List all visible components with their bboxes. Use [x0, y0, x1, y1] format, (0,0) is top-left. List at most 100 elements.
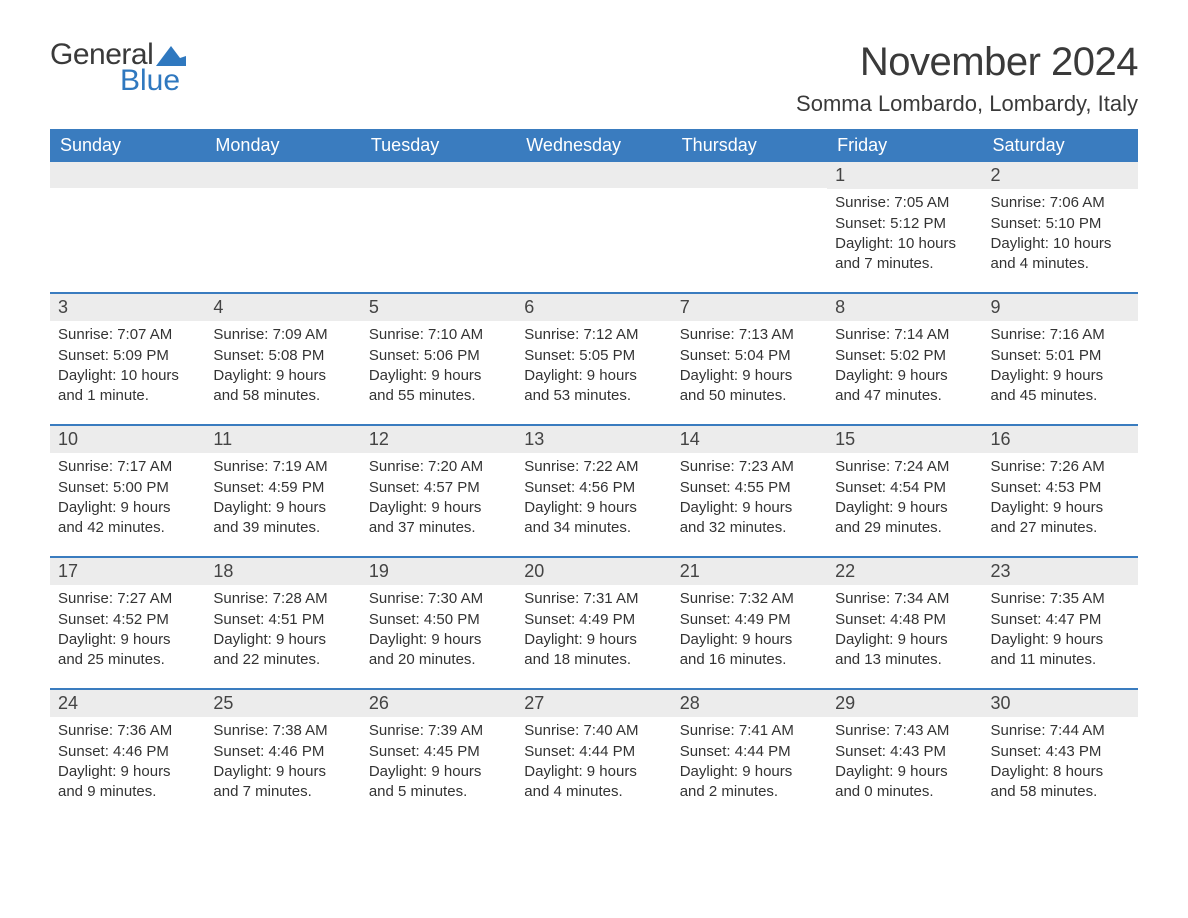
sunset-text: Sunset: 4:43 PM — [835, 742, 974, 762]
day-cell: 19Sunrise: 7:30 AMSunset: 4:50 PMDayligh… — [361, 558, 516, 678]
sunrise-text: Sunrise: 7:40 AM — [524, 721, 663, 741]
daylight-text-line2: and 27 minutes. — [991, 518, 1130, 538]
sunset-text: Sunset: 4:56 PM — [524, 478, 663, 498]
sunrise-text: Sunrise: 7:38 AM — [213, 721, 352, 741]
daylight-text-line1: Daylight: 9 hours — [58, 762, 197, 782]
logo-top-row: General — [50, 40, 186, 70]
daylight-text-line1: Daylight: 9 hours — [369, 762, 508, 782]
daylight-text-line1: Daylight: 9 hours — [524, 498, 663, 518]
daylight-text-line1: Daylight: 9 hours — [835, 366, 974, 386]
sunrise-text: Sunrise: 7:22 AM — [524, 457, 663, 477]
daylight-text-line1: Daylight: 9 hours — [991, 366, 1130, 386]
week-row: 10Sunrise: 7:17 AMSunset: 5:00 PMDayligh… — [50, 424, 1138, 546]
daylight-text-line2: and 1 minute. — [58, 386, 197, 406]
sunset-text: Sunset: 5:00 PM — [58, 478, 197, 498]
day-number: 7 — [672, 294, 827, 321]
day-number: 10 — [50, 426, 205, 453]
sunset-text: Sunset: 5:10 PM — [991, 214, 1130, 234]
day-number: 22 — [827, 558, 982, 585]
day-number: 18 — [205, 558, 360, 585]
daylight-text-line1: Daylight: 9 hours — [991, 498, 1130, 518]
day-details: Sunrise: 7:41 AMSunset: 4:44 PMDaylight:… — [672, 717, 827, 808]
day-cell: 22Sunrise: 7:34 AMSunset: 4:48 PMDayligh… — [827, 558, 982, 678]
sunrise-text: Sunrise: 7:32 AM — [680, 589, 819, 609]
title-block: November 2024 Somma Lombardo, Lombardy, … — [796, 40, 1138, 117]
day-cell: 10Sunrise: 7:17 AMSunset: 5:00 PMDayligh… — [50, 426, 205, 546]
sunrise-text: Sunrise: 7:41 AM — [680, 721, 819, 741]
day-details: Sunrise: 7:07 AMSunset: 5:09 PMDaylight:… — [50, 321, 205, 412]
sunset-text: Sunset: 4:46 PM — [213, 742, 352, 762]
daylight-text-line2: and 47 minutes. — [835, 386, 974, 406]
daylight-text-line2: and 2 minutes. — [680, 782, 819, 802]
day-number: 16 — [983, 426, 1138, 453]
weeks-container: 1Sunrise: 7:05 AMSunset: 5:12 PMDaylight… — [50, 162, 1138, 810]
logo-triangle-icon — [156, 44, 186, 66]
day-details: Sunrise: 7:20 AMSunset: 4:57 PMDaylight:… — [361, 453, 516, 544]
daylight-text-line2: and 39 minutes. — [213, 518, 352, 538]
sunrise-text: Sunrise: 7:12 AM — [524, 325, 663, 345]
weekday-header: Tuesday — [361, 129, 516, 162]
sunset-text: Sunset: 5:09 PM — [58, 346, 197, 366]
day-details: Sunrise: 7:13 AMSunset: 5:04 PMDaylight:… — [672, 321, 827, 412]
day-details: Sunrise: 7:16 AMSunset: 5:01 PMDaylight:… — [983, 321, 1138, 412]
daylight-text-line1: Daylight: 9 hours — [213, 366, 352, 386]
sunset-text: Sunset: 4:52 PM — [58, 610, 197, 630]
day-cell: 15Sunrise: 7:24 AMSunset: 4:54 PMDayligh… — [827, 426, 982, 546]
day-cell: 8Sunrise: 7:14 AMSunset: 5:02 PMDaylight… — [827, 294, 982, 414]
day-cell: 7Sunrise: 7:13 AMSunset: 5:04 PMDaylight… — [672, 294, 827, 414]
day-cell: 5Sunrise: 7:10 AMSunset: 5:06 PMDaylight… — [361, 294, 516, 414]
day-cell — [516, 162, 671, 282]
weekday-header: Monday — [205, 129, 360, 162]
day-details: Sunrise: 7:35 AMSunset: 4:47 PMDaylight:… — [983, 585, 1138, 676]
day-details: Sunrise: 7:22 AMSunset: 4:56 PMDaylight:… — [516, 453, 671, 544]
day-details: Sunrise: 7:09 AMSunset: 5:08 PMDaylight:… — [205, 321, 360, 412]
daylight-text-line1: Daylight: 9 hours — [835, 630, 974, 650]
day-number: 30 — [983, 690, 1138, 717]
sunrise-text: Sunrise: 7:31 AM — [524, 589, 663, 609]
day-cell: 20Sunrise: 7:31 AMSunset: 4:49 PMDayligh… — [516, 558, 671, 678]
day-cell: 18Sunrise: 7:28 AMSunset: 4:51 PMDayligh… — [205, 558, 360, 678]
day-cell: 4Sunrise: 7:09 AMSunset: 5:08 PMDaylight… — [205, 294, 360, 414]
day-cell: 14Sunrise: 7:23 AMSunset: 4:55 PMDayligh… — [672, 426, 827, 546]
sunset-text: Sunset: 5:08 PM — [213, 346, 352, 366]
day-details: Sunrise: 7:12 AMSunset: 5:05 PMDaylight:… — [516, 321, 671, 412]
day-cell: 17Sunrise: 7:27 AMSunset: 4:52 PMDayligh… — [50, 558, 205, 678]
day-details: Sunrise: 7:32 AMSunset: 4:49 PMDaylight:… — [672, 585, 827, 676]
day-number: 26 — [361, 690, 516, 717]
day-number: 19 — [361, 558, 516, 585]
weekday-header: Thursday — [672, 129, 827, 162]
sunrise-text: Sunrise: 7:28 AM — [213, 589, 352, 609]
day-cell: 28Sunrise: 7:41 AMSunset: 4:44 PMDayligh… — [672, 690, 827, 810]
sunrise-text: Sunrise: 7:06 AM — [991, 193, 1130, 213]
daylight-text-line1: Daylight: 9 hours — [369, 366, 508, 386]
sunrise-text: Sunrise: 7:23 AM — [680, 457, 819, 477]
day-details: Sunrise: 7:05 AMSunset: 5:12 PMDaylight:… — [827, 189, 982, 280]
day-details: Sunrise: 7:36 AMSunset: 4:46 PMDaylight:… — [50, 717, 205, 808]
sunset-text: Sunset: 4:45 PM — [369, 742, 508, 762]
day-cell: 13Sunrise: 7:22 AMSunset: 4:56 PMDayligh… — [516, 426, 671, 546]
location-subtitle: Somma Lombardo, Lombardy, Italy — [796, 91, 1138, 117]
sunrise-text: Sunrise: 7:44 AM — [991, 721, 1130, 741]
weekday-header: Saturday — [983, 129, 1138, 162]
daylight-text-line1: Daylight: 9 hours — [369, 630, 508, 650]
day-cell: 6Sunrise: 7:12 AMSunset: 5:05 PMDaylight… — [516, 294, 671, 414]
day-number: 23 — [983, 558, 1138, 585]
day-cell — [361, 162, 516, 282]
daylight-text-line1: Daylight: 9 hours — [991, 630, 1130, 650]
day-number: 13 — [516, 426, 671, 453]
page-header: General Blue November 2024 Somma Lombard… — [50, 40, 1138, 117]
sunrise-text: Sunrise: 7:14 AM — [835, 325, 974, 345]
daylight-text-line1: Daylight: 9 hours — [524, 630, 663, 650]
daylight-text-line2: and 0 minutes. — [835, 782, 974, 802]
daylight-text-line2: and 29 minutes. — [835, 518, 974, 538]
daylight-text-line2: and 55 minutes. — [369, 386, 508, 406]
daylight-text-line2: and 25 minutes. — [58, 650, 197, 670]
sunset-text: Sunset: 5:02 PM — [835, 346, 974, 366]
day-number: 21 — [672, 558, 827, 585]
day-details: Sunrise: 7:43 AMSunset: 4:43 PMDaylight:… — [827, 717, 982, 808]
sunrise-text: Sunrise: 7:39 AM — [369, 721, 508, 741]
sunset-text: Sunset: 5:04 PM — [680, 346, 819, 366]
daylight-text-line2: and 45 minutes. — [991, 386, 1130, 406]
daylight-text-line1: Daylight: 10 hours — [835, 234, 974, 254]
day-number: 2 — [983, 162, 1138, 189]
